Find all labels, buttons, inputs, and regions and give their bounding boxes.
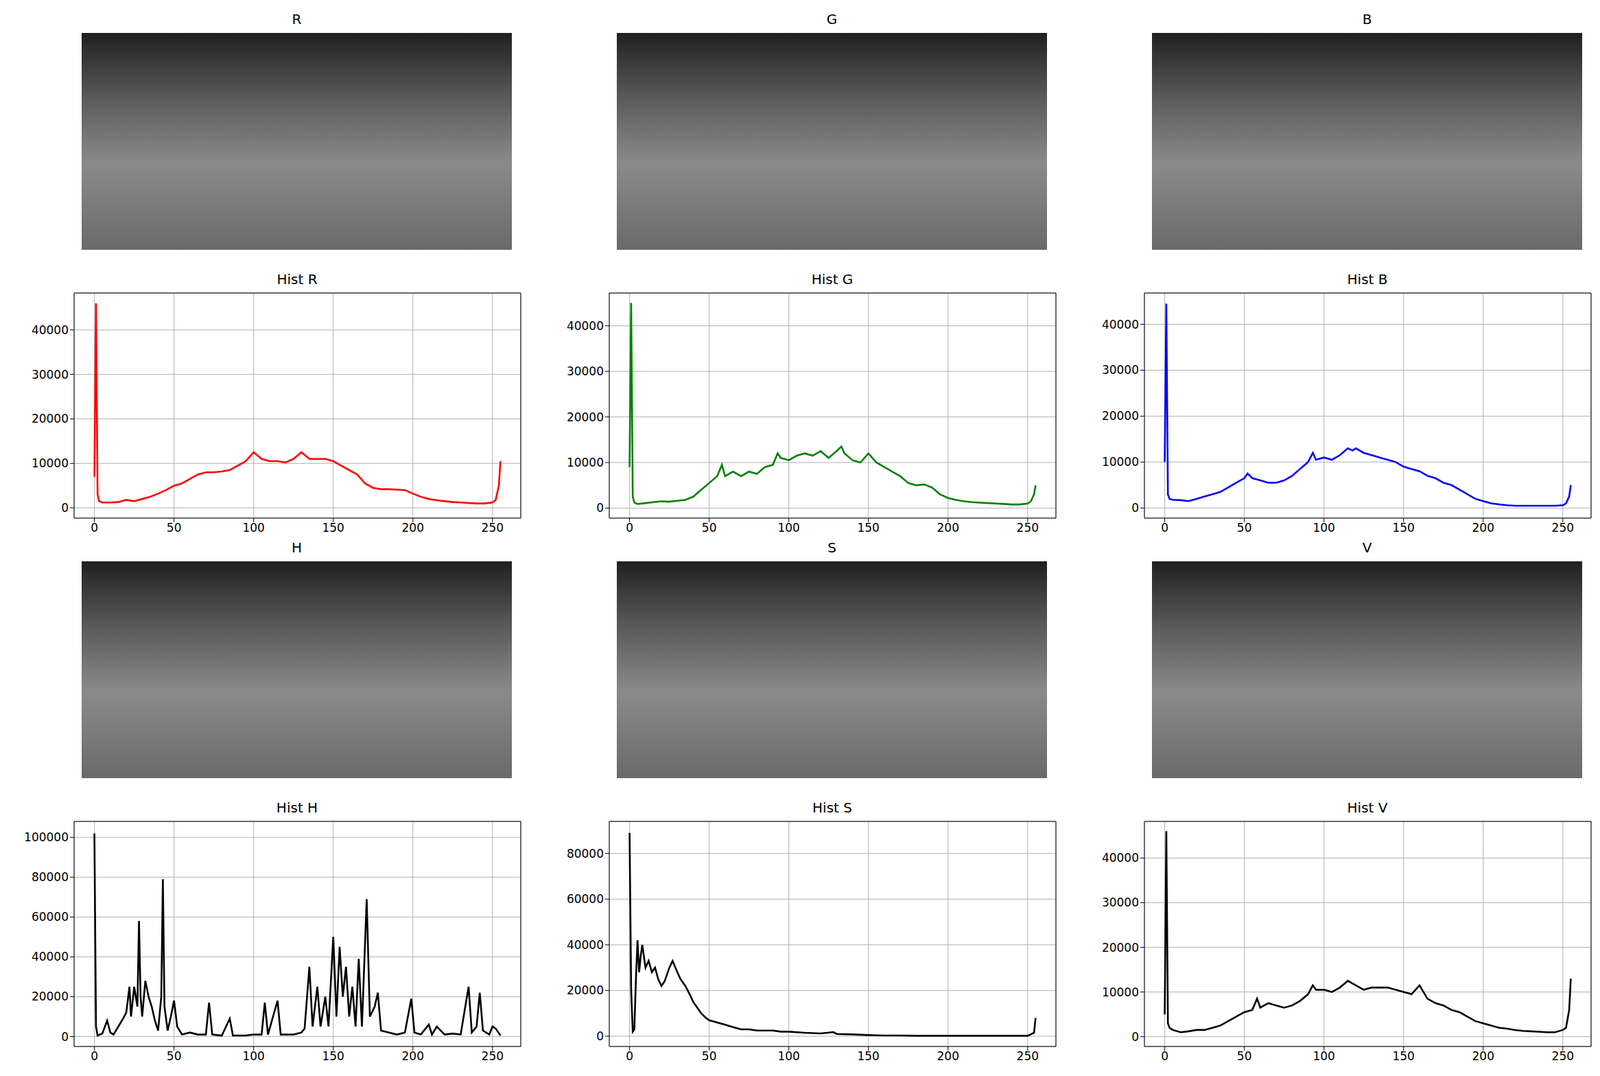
html-text:Hist R: Hist R <box>276 271 318 288</box>
html-text:H: H <box>291 539 302 556</box>
svg-text:150: 150 <box>1392 520 1415 535</box>
svg-text:100000: 100000 <box>24 830 69 844</box>
svg-text:0: 0 <box>596 1029 604 1043</box>
html-text:V: V <box>1362 539 1372 556</box>
svg-text:30000: 30000 <box>566 364 604 379</box>
svg-text:150: 150 <box>321 520 344 535</box>
svg-text:250: 250 <box>1551 520 1574 535</box>
svg-text:200: 200 <box>1472 1049 1495 1063</box>
svg-text:10000: 10000 <box>1101 985 1139 999</box>
svg-text:150: 150 <box>321 1049 344 1063</box>
svg-text:100: 100 <box>777 1049 800 1063</box>
svg-text:0: 0 <box>625 520 634 535</box>
svg-text:10000: 10000 <box>1101 454 1139 469</box>
svg-text:0: 0 <box>61 1029 69 1044</box>
svg-text:0: 0 <box>1160 520 1169 535</box>
svg-text:60000: 60000 <box>566 891 604 906</box>
svg-text:0: 0 <box>90 1049 99 1063</box>
svg-text:100: 100 <box>1312 1049 1335 1063</box>
svg-text:100: 100 <box>1312 520 1335 535</box>
svg-text:40000: 40000 <box>566 319 604 333</box>
svg-text:20000: 20000 <box>1101 408 1139 423</box>
svg-text:200: 200 <box>402 1049 425 1063</box>
svg-text:30000: 30000 <box>31 367 69 382</box>
svg-text:150: 150 <box>1392 1049 1415 1063</box>
svg-text:100: 100 <box>242 520 265 535</box>
svg-text:40000: 40000 <box>1101 850 1139 865</box>
svg-text:200: 200 <box>937 1049 960 1063</box>
svg-text:0: 0 <box>61 500 69 515</box>
svg-text:60000: 60000 <box>31 909 69 924</box>
svg-text:50: 50 <box>701 520 717 535</box>
html-text:Hist G: Hist G <box>811 271 854 288</box>
svg-text:40000: 40000 <box>31 323 69 337</box>
svg-text:40000: 40000 <box>566 937 604 952</box>
svg-text:30000: 30000 <box>1101 362 1139 377</box>
html-text:Hist S: Hist S <box>812 799 853 816</box>
svg-text:20000: 20000 <box>566 410 604 425</box>
svg-text:10000: 10000 <box>566 455 604 470</box>
svg-text:40000: 40000 <box>31 949 69 964</box>
svg-text:100: 100 <box>777 520 800 535</box>
svg-text:200: 200 <box>402 520 425 535</box>
svg-text:80000: 80000 <box>566 846 604 861</box>
svg-text:250: 250 <box>481 1049 504 1063</box>
svg-text:30000: 30000 <box>1101 895 1139 910</box>
svg-text:100: 100 <box>242 1049 265 1063</box>
svg-text:20000: 20000 <box>566 983 604 997</box>
svg-text:0: 0 <box>1131 500 1139 515</box>
html-text:S: S <box>827 539 837 556</box>
svg-text:250: 250 <box>1551 1049 1574 1063</box>
svg-text:0: 0 <box>596 500 604 515</box>
svg-text:250: 250 <box>1016 520 1039 535</box>
svg-text:50: 50 <box>166 1049 182 1063</box>
svg-text:0: 0 <box>90 520 99 535</box>
svg-text:0: 0 <box>1131 1029 1139 1044</box>
svg-text:50: 50 <box>166 520 182 535</box>
html-text:G: G <box>826 10 838 28</box>
svg-text:0: 0 <box>1160 1049 1169 1063</box>
svg-text:40000: 40000 <box>1101 317 1139 332</box>
html-text:Hist V: Hist V <box>1347 799 1388 816</box>
svg-text:250: 250 <box>481 520 504 535</box>
svg-text:0: 0 <box>625 1049 634 1063</box>
svg-text:150: 150 <box>856 520 879 535</box>
svg-text:20000: 20000 <box>31 989 69 1004</box>
svg-text:200: 200 <box>937 520 960 535</box>
svg-text:50: 50 <box>1237 1049 1253 1063</box>
svg-text:200: 200 <box>1472 520 1495 535</box>
svg-text:80000: 80000 <box>31 869 69 884</box>
html-text:R: R <box>291 10 302 28</box>
html-text:Hist B: Hist B <box>1347 271 1388 288</box>
html-text:B: B <box>1362 10 1372 28</box>
svg-text:50: 50 <box>701 1049 717 1063</box>
svg-text:20000: 20000 <box>1101 940 1139 955</box>
svg-text:50: 50 <box>1237 520 1253 535</box>
svg-text:250: 250 <box>1016 1049 1039 1063</box>
svg-text:10000: 10000 <box>31 456 69 470</box>
svg-text:150: 150 <box>856 1049 879 1063</box>
svg-text:20000: 20000 <box>31 411 69 426</box>
html-text:Hist H: Hist H <box>276 799 318 816</box>
